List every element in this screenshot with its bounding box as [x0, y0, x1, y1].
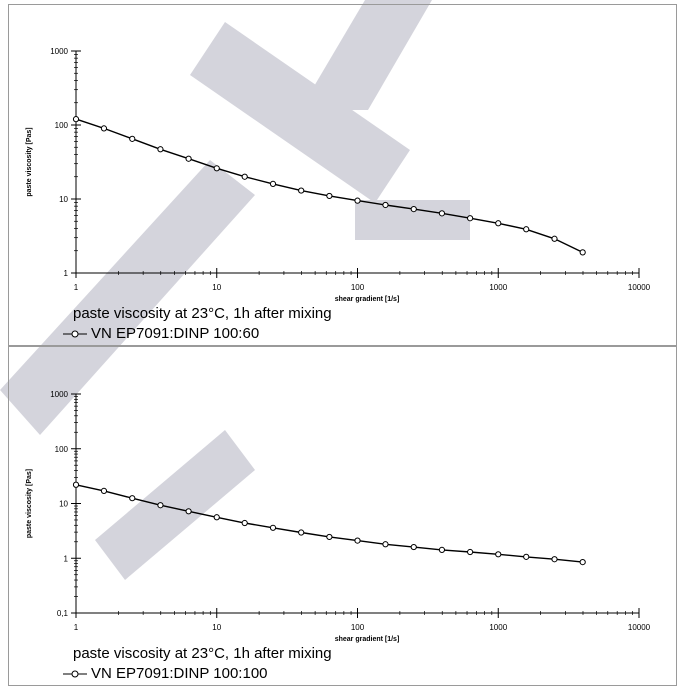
chart-2-data-point — [523, 553, 530, 560]
chart-1-data-point — [213, 165, 220, 172]
chart-1-legend: VN EP7091:DINP 100:60 — [63, 325, 259, 342]
chart-2-x-tick-label: 1000 — [489, 623, 507, 632]
chart-1-data-point — [241, 173, 248, 180]
chart-1-x-tick-label: 1 — [74, 283, 79, 292]
chart-1-data-point — [354, 197, 361, 204]
chart-2-y-tick-label: 1 — [64, 554, 69, 563]
chart-2-data-point — [129, 495, 136, 502]
chart-1-data-point — [467, 215, 474, 222]
chart-1-data-point — [72, 116, 80, 123]
chart-2-data-point — [551, 556, 558, 563]
chart-1-x-tick-label: 10 — [212, 283, 221, 292]
chart-2-y-tick-label: 0,1 — [57, 609, 69, 618]
chart-1-y-axis-label: paste viscosity [Pas] — [26, 127, 33, 196]
chart-1-x-axis-label: shear gradient [1/s] — [335, 296, 400, 303]
chart-1-data-point — [269, 180, 277, 187]
chart-2-y-tick-label: 1000 — [50, 390, 68, 399]
chart-1-data-point — [185, 155, 192, 162]
chart-2-data-point — [354, 537, 361, 544]
chart-2-data-point — [100, 487, 108, 494]
chart-2-series-line — [75, 484, 583, 563]
chart-2-data-point — [185, 508, 192, 515]
chart-2-legend: VN EP7091:DINP 100:100 — [63, 665, 268, 682]
chart-2-caption: paste viscosity at 23°C, 1h after mixing — [73, 645, 332, 662]
chart-1-y-tick-label: 100 — [55, 121, 69, 130]
chart-1-x-tick-label: 1000 — [489, 283, 507, 292]
chart-1-data-point — [100, 125, 108, 132]
chart-2-data-point — [213, 514, 220, 521]
chart-2-data-point — [382, 541, 389, 548]
chart-2-data-point — [298, 529, 305, 536]
legend-2-line-marker-icon — [63, 670, 87, 677]
chart-1-series-line — [75, 118, 584, 254]
chart-2-x-tick-label: 10 — [212, 623, 221, 632]
chart-1-data-point — [579, 249, 586, 256]
chart-1-x-tick-label: 10000 — [628, 283, 651, 292]
chart-1: 1 10 100 1000 1 10 100 1000 10000 shear gradient … — [26, 47, 651, 303]
chart-2-data-point — [467, 548, 474, 556]
chart-2-data-point — [579, 559, 586, 566]
chart-1-data-point — [157, 146, 164, 153]
chart-1-y-tick-label: 1000 — [50, 47, 68, 56]
chart-1-y-tick-label: 1 — [64, 269, 69, 278]
chart-2-data-point — [72, 481, 80, 488]
chart-2-data-point — [438, 546, 446, 554]
chart-2-y-tick-label: 10 — [59, 500, 68, 509]
chart-2-data-point — [269, 524, 277, 531]
chart-1-legend-label: VN EP7091:DINP 100:60 — [91, 325, 260, 342]
legend-1-line-marker-icon — [63, 330, 87, 337]
chart-1-data-point — [382, 201, 389, 209]
chart-1-x-tick-label: 100 — [351, 283, 365, 292]
chart-1-data-point — [523, 226, 530, 233]
chart-2-y-axis-label: paste viscosity [Pas] — [26, 469, 33, 538]
chart-1-data-point — [438, 210, 446, 217]
chart-2-legend-label: VN EP7091:DINP 100:100 — [91, 665, 268, 682]
chart-2-x-tick-label: 100 — [351, 623, 365, 632]
chart-1-data-point — [298, 187, 305, 194]
chart-panel-2: 0,1 1 10 100 1000 1 10 100 1000 10000 shear gradie… — [8, 346, 677, 686]
chart-2-data-point — [410, 543, 417, 551]
chart-2: 0,1 1 10 100 1000 1 10 100 1000 10000 shear gradie… — [26, 390, 651, 643]
chart-2-data-point — [157, 502, 164, 509]
chart-1-caption: paste viscosity at 23°C, 1h after mixing — [73, 305, 332, 322]
chart-1-data-point — [129, 135, 136, 142]
chart-2-x-axis-label: shear gradient [1/s] — [335, 636, 400, 643]
chart-2-data-point — [495, 551, 502, 558]
chart-1-data-point — [551, 235, 558, 242]
chart-panel-1: 1 10 100 1000 1 10 100 1000 10000 shear gradient … — [8, 4, 677, 346]
chart-2-x-tick-label: 10000 — [628, 623, 651, 632]
chart-2-x-tick-label: 1 — [74, 623, 79, 632]
chart-1-data-point — [326, 192, 333, 200]
chart-2-y-tick-label: 100 — [55, 445, 69, 454]
chart-2-data-point — [326, 533, 333, 541]
chart-2-data-point — [241, 519, 248, 527]
chart-1-data-point — [495, 220, 502, 227]
chart-1-y-tick-label: 10 — [59, 195, 68, 204]
chart-1-data-point — [410, 206, 417, 213]
